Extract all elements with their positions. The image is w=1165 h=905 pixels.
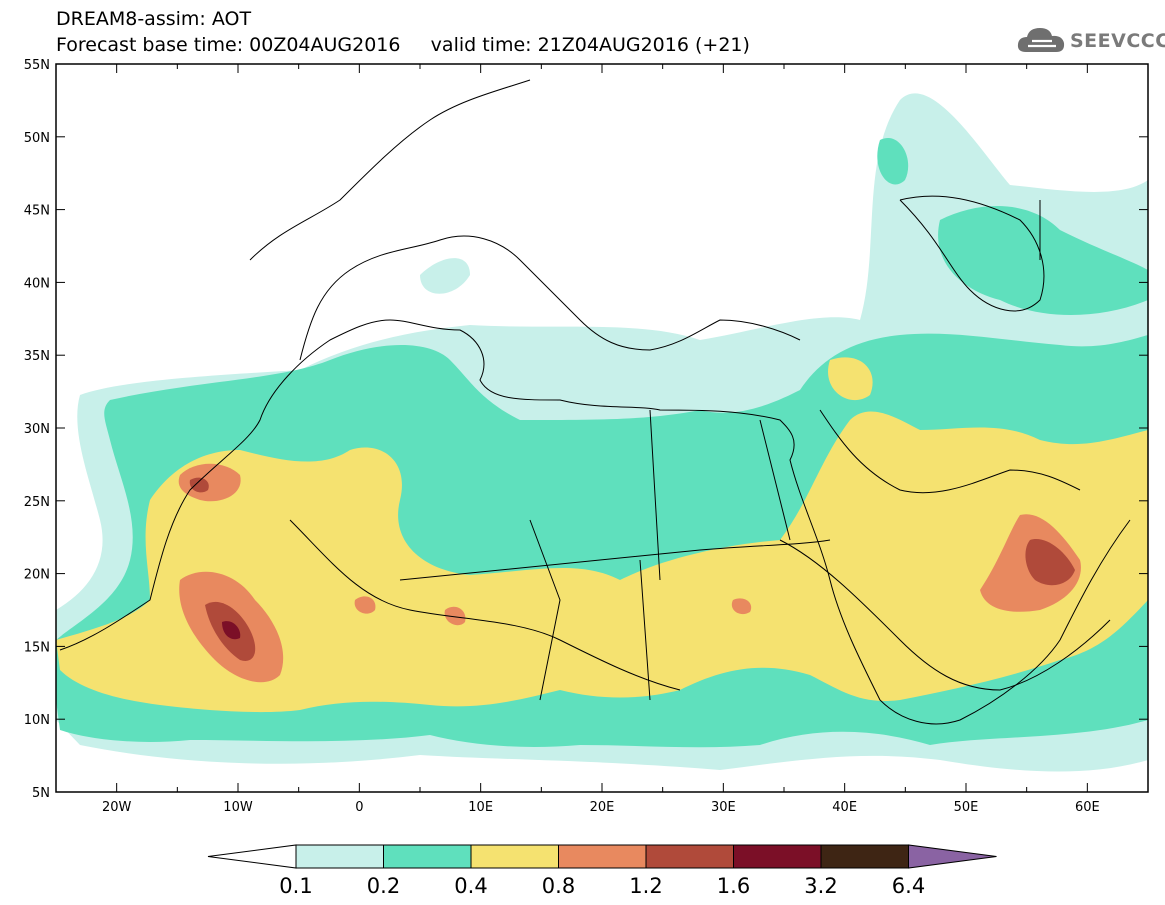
seevccc-logo: SEEVCCC xyxy=(1014,22,1165,58)
colorbar-swatch xyxy=(470,844,559,869)
longitude-label: 50E xyxy=(954,800,979,815)
colorbar-swatches xyxy=(207,844,997,869)
longitude-label: 20E xyxy=(590,800,615,815)
colorbar-level-label: 3.2 xyxy=(804,874,837,898)
latitude-label: 55N xyxy=(24,58,50,73)
longitude-label: 40E xyxy=(832,800,857,815)
colorbar-min-triangle xyxy=(207,844,297,869)
longitude-label: 60E xyxy=(1075,800,1100,815)
axis-ticks xyxy=(55,63,1149,793)
colorbar-level-label: 0.2 xyxy=(367,874,400,898)
cloud-icon xyxy=(1017,28,1065,52)
longitude-label: 30E xyxy=(711,800,736,815)
colorbar-swatch xyxy=(733,844,822,869)
colorbar-swatch xyxy=(558,844,647,869)
longitude-label: 20W xyxy=(102,800,132,815)
aot-contours xyxy=(56,93,1148,772)
longitude-label: 10E xyxy=(468,800,493,815)
colorbar-level-label: 0.1 xyxy=(279,874,312,898)
latitude-label: 5N xyxy=(32,786,50,801)
map-title: DREAM8-assim: AOT xyxy=(56,8,252,30)
latitude-label: 30N xyxy=(24,422,50,437)
latitude-label: 45N xyxy=(24,204,50,219)
latitude-label: 20N xyxy=(24,568,50,583)
colorbar-level-label: 0.8 xyxy=(542,874,575,898)
latitude-label: 40N xyxy=(24,276,50,291)
latitude-label: 25N xyxy=(24,495,50,510)
colorbar-max-triangle xyxy=(908,844,997,869)
colorbar-swatch xyxy=(820,844,909,869)
colorbar-swatch xyxy=(645,844,734,869)
coastlines xyxy=(59,79,1131,725)
latitude-label: 50N xyxy=(24,131,50,146)
latitude-label: 15N xyxy=(24,640,50,655)
colorbar-swatch xyxy=(295,844,384,869)
longitude-label: 10W xyxy=(223,800,253,815)
logo-text: SEEVCCC xyxy=(1070,30,1165,52)
colorbar-level-label: 0.4 xyxy=(454,874,487,898)
latitude-labels: 55N 50N 45N 40N 35N 30N 25N 20N 15N 10N 5N xyxy=(24,58,50,801)
latitude-label: 10N xyxy=(24,713,50,728)
longitude-label: 0 xyxy=(355,800,363,815)
colorbar-labels: 0.1 0.2 0.4 0.8 1.2 1.6 3.2 6.4 xyxy=(279,874,925,898)
colorbar-swatch xyxy=(383,844,472,869)
forecast-time-info: Forecast base time: 00Z04AUG2016 valid t… xyxy=(56,34,750,56)
colorbar-level-label: 1.6 xyxy=(717,874,750,898)
colorbar-level-label: 6.4 xyxy=(892,874,925,898)
colorbar-level-label: 1.2 xyxy=(629,874,662,898)
latitude-label: 35N xyxy=(24,349,50,364)
longitude-labels: 20W 10W 0 10E 20E 30E 40E 50E 60E xyxy=(102,800,1100,815)
